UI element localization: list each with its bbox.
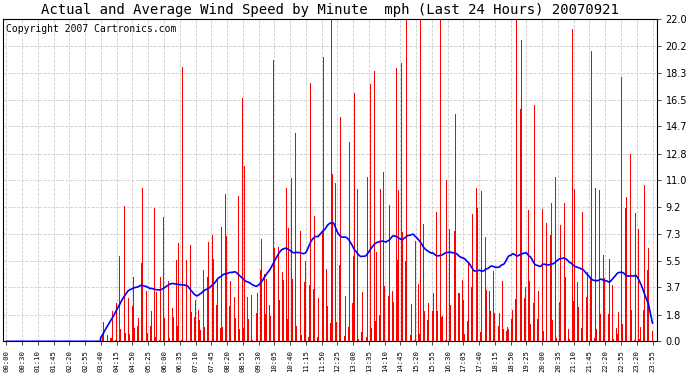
Title: Actual and Average Wind Speed by Minute  mph (Last 24 Hours) 20070921: Actual and Average Wind Speed by Minute … xyxy=(41,3,619,17)
Text: Copyright 2007 Cartronics.com: Copyright 2007 Cartronics.com xyxy=(6,24,177,34)
